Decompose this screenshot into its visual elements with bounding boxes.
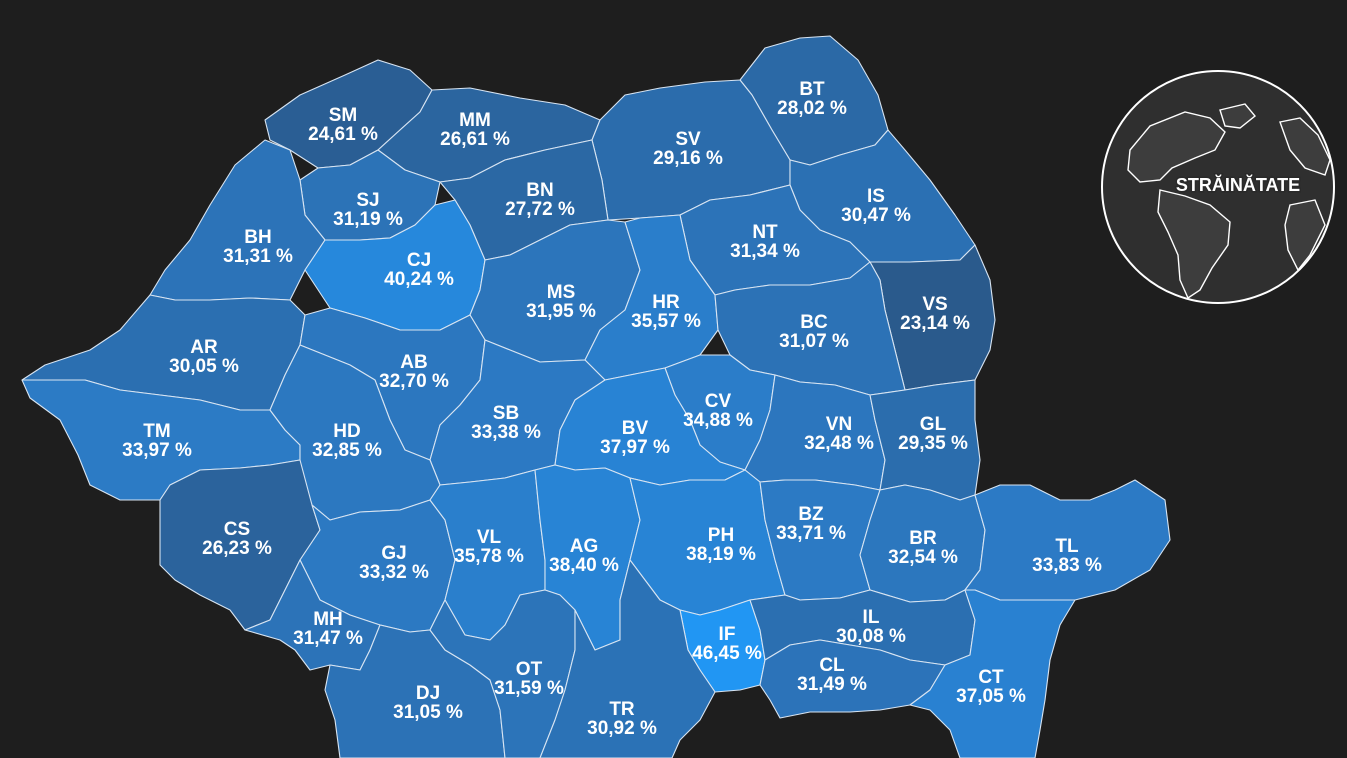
county-CT[interactable] (909, 589, 1076, 758)
county-TR[interactable] (539, 559, 716, 758)
abroad-label: STRĂINĂTATE (1176, 174, 1300, 195)
counties-layer (21, 35, 1171, 758)
abroad-button[interactable]: STRĂINĂTATE (1101, 70, 1335, 304)
globe-icon (1101, 70, 1335, 304)
county-BR[interactable] (859, 484, 986, 603)
county-GL[interactable] (869, 379, 981, 501)
